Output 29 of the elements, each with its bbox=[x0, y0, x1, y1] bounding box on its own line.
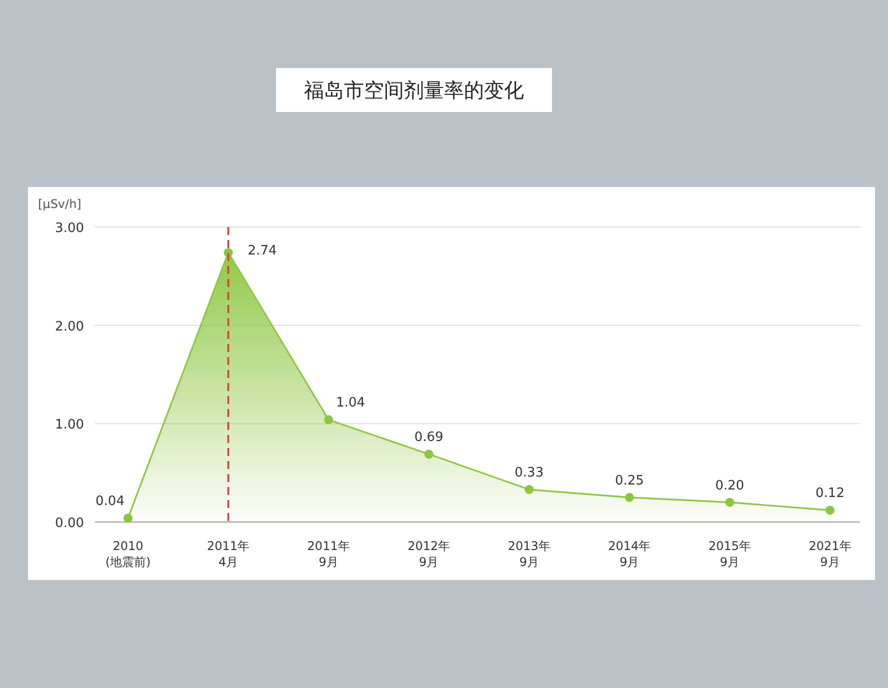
x-tick-label: 2015年 9月 bbox=[708, 539, 751, 569]
y-tick-label: 1.00 bbox=[55, 418, 84, 433]
point bbox=[324, 415, 334, 424]
title: 福岛市空间剂量率的变化 bbox=[304, 78, 524, 102]
x-tick-label: 2013年 9月 bbox=[508, 539, 550, 569]
point bbox=[124, 514, 132, 523]
x-tick-label: 2011年 4月 bbox=[207, 539, 250, 569]
text: 0.25 bbox=[614, 473, 644, 488]
y-axis-title: [μSv/h] bbox=[38, 197, 82, 211]
text: 0.69 bbox=[414, 430, 444, 446]
x-tick-label: 2012年 9月 bbox=[408, 539, 450, 569]
y-tick-label: 2.00 bbox=[55, 319, 84, 334]
point bbox=[826, 506, 834, 515]
x-tick-label: 2010 (地震前) bbox=[105, 539, 151, 569]
x-tick-label: 2021年 9月 bbox=[808, 539, 852, 569]
x-tick-label: 2011年 9月 bbox=[307, 539, 350, 569]
point bbox=[725, 498, 734, 507]
y-tick-label: 3.00 bbox=[55, 221, 84, 236]
point bbox=[524, 485, 534, 494]
text: 0.12 bbox=[816, 486, 844, 502]
x-tick-label: 2014年 9月 bbox=[608, 539, 651, 569]
point bbox=[624, 492, 634, 502]
text: 0.33 bbox=[514, 466, 544, 481]
text: 1.04 bbox=[336, 396, 366, 411]
text: 0.20 bbox=[715, 478, 744, 494]
text: 0.04 bbox=[96, 494, 124, 510]
y-tick-label: 0.00 bbox=[55, 516, 84, 531]
text: 2.74 bbox=[248, 244, 277, 259]
point bbox=[424, 450, 434, 459]
